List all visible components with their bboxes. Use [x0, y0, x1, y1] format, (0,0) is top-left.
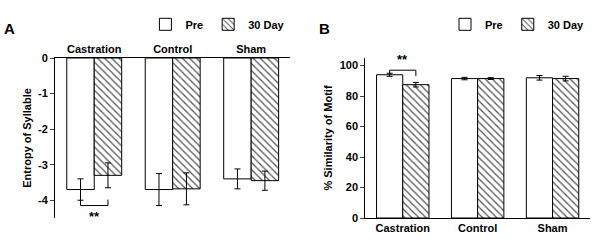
svg-text:-3: -3 — [38, 159, 48, 171]
svg-text:Sham: Sham — [538, 222, 568, 234]
svg-text:0: 0 — [42, 52, 48, 64]
svg-text:100: 100 — [340, 59, 358, 71]
svg-text:0: 0 — [352, 212, 358, 224]
svg-text:80: 80 — [346, 90, 358, 102]
svg-text:% Similarity of Motif: % Similarity of Motif — [322, 85, 334, 190]
svg-text:Castration: Castration — [67, 43, 122, 55]
svg-text:Castration: Castration — [376, 222, 431, 234]
svg-text:Control: Control — [458, 222, 497, 234]
svg-text:30 Day: 30 Day — [548, 19, 584, 31]
svg-text:Entropy of Syllable: Entropy of Syllable — [21, 88, 33, 188]
svg-text:**: ** — [397, 52, 408, 67]
svg-text:-4: -4 — [38, 194, 49, 206]
svg-text:B: B — [319, 20, 330, 37]
svg-text:40: 40 — [346, 151, 358, 163]
svg-text:20: 20 — [346, 181, 358, 193]
svg-text:A: A — [4, 20, 15, 37]
svg-text:Sham: Sham — [236, 43, 266, 55]
svg-text:30 Day: 30 Day — [248, 19, 284, 31]
svg-text:-2: -2 — [38, 123, 48, 135]
svg-text:Pre: Pre — [485, 19, 503, 31]
svg-text:**: ** — [89, 209, 100, 224]
svg-text:Control: Control — [153, 43, 192, 55]
svg-text:60: 60 — [346, 120, 358, 132]
svg-text:-1: -1 — [38, 87, 48, 99]
svg-text:Pre: Pre — [185, 19, 203, 31]
